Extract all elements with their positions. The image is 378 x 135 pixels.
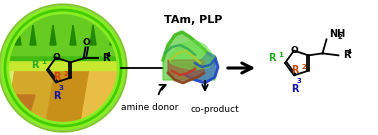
Circle shape: [2, 7, 124, 129]
Polygon shape: [115, 70, 135, 130]
Text: R: R: [291, 65, 299, 75]
Text: TAm, PLP: TAm, PLP: [164, 15, 222, 25]
Polygon shape: [70, 25, 76, 45]
Text: R: R: [31, 60, 39, 70]
Polygon shape: [15, 25, 21, 45]
Polygon shape: [168, 60, 204, 83]
Polygon shape: [5, 70, 55, 130]
Text: R: R: [53, 91, 61, 101]
Polygon shape: [185, 53, 218, 83]
Text: O: O: [291, 46, 298, 55]
Text: amine donor: amine donor: [121, 104, 179, 112]
Text: 1: 1: [42, 59, 46, 65]
Text: co-product: co-product: [191, 105, 239, 114]
Polygon shape: [30, 25, 36, 45]
Polygon shape: [5, 5, 135, 70]
Polygon shape: [5, 0, 135, 60]
Circle shape: [5, 10, 121, 126]
Text: 4: 4: [106, 52, 111, 58]
Text: R: R: [102, 53, 110, 63]
Text: 1: 1: [279, 52, 284, 58]
Polygon shape: [163, 32, 215, 80]
Polygon shape: [10, 0, 130, 55]
Polygon shape: [5, 95, 35, 130]
Text: O: O: [53, 53, 60, 62]
Polygon shape: [110, 25, 116, 45]
Text: O: O: [83, 38, 90, 47]
Text: R: R: [291, 84, 299, 94]
Polygon shape: [80, 70, 125, 130]
Circle shape: [5, 10, 121, 126]
Polygon shape: [170, 40, 215, 70]
Text: 2: 2: [63, 71, 68, 77]
Text: R: R: [53, 72, 60, 82]
Text: NH: NH: [330, 29, 346, 39]
Text: 2: 2: [337, 34, 342, 40]
Text: 3: 3: [59, 85, 64, 91]
Polygon shape: [45, 70, 90, 130]
Text: 4: 4: [347, 49, 352, 55]
Polygon shape: [90, 25, 96, 45]
Circle shape: [0, 4, 127, 132]
Polygon shape: [50, 25, 56, 45]
Text: R: R: [344, 50, 351, 60]
Text: 3: 3: [297, 78, 301, 84]
Text: 2: 2: [301, 64, 306, 70]
Text: R: R: [268, 53, 276, 63]
